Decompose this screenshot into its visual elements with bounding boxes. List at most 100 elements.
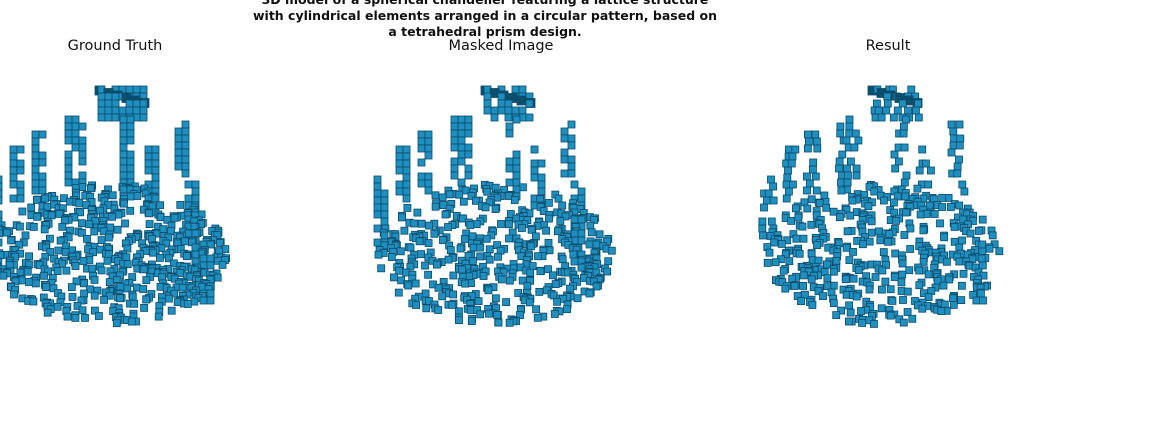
voxel-cube — [450, 136, 459, 145]
voxel-cube — [822, 203, 831, 212]
voxel-cube — [71, 115, 80, 124]
voxel-cube — [181, 127, 190, 136]
voxel-cube — [512, 171, 521, 180]
voxel-cube — [71, 136, 80, 145]
voxel-cube — [512, 157, 521, 166]
voxel-cube — [123, 284, 132, 293]
voxel-cube — [445, 190, 454, 199]
voxel-cube — [218, 260, 227, 269]
voxel-cube — [380, 231, 389, 240]
voxel-cube — [149, 248, 157, 257]
voxel-cube — [536, 267, 545, 276]
voxel-cube — [132, 106, 141, 115]
voxel-cube — [174, 141, 183, 150]
voxel-cube — [953, 162, 962, 171]
voxel-cube — [9, 152, 18, 161]
voxel-cube — [126, 206, 135, 215]
voxel-cube — [911, 106, 920, 115]
voxel-cube — [108, 191, 117, 200]
voxel-cube — [504, 192, 513, 200]
voxel-cube — [813, 241, 821, 250]
voxel-cube — [526, 268, 535, 277]
voxel-cube — [950, 222, 959, 231]
voxel-cube — [457, 136, 466, 145]
voxel-cube — [430, 229, 439, 238]
voxel-cube — [213, 256, 222, 265]
voxel-cube — [577, 194, 586, 203]
voxel-cube — [38, 151, 47, 160]
voxel-cube — [144, 145, 153, 154]
voxel-cube — [842, 243, 851, 252]
voxel-cube — [88, 264, 97, 273]
voxel-cube — [886, 311, 895, 320]
voxel-cube — [808, 301, 817, 309]
voxel-cube — [31, 172, 40, 181]
voxel-cube — [832, 256, 841, 265]
voxel-cube — [846, 211, 855, 220]
voxel-cube — [464, 171, 473, 180]
voxel-cube — [526, 242, 535, 251]
voxel-cube — [373, 175, 382, 184]
voxel-cube — [0, 271, 8, 280]
voxel-cube — [490, 113, 499, 122]
voxel-cube — [937, 307, 946, 316]
voxel-cube — [412, 301, 420, 309]
voxel-cube — [97, 106, 106, 115]
voxel-cube — [915, 281, 924, 290]
voxel-cube — [38, 158, 47, 167]
voxel-cube — [885, 230, 894, 239]
voxel-cube — [947, 120, 956, 129]
voxel-cube — [424, 144, 433, 153]
voxel-cube — [0, 229, 4, 238]
voxel-cube — [100, 295, 109, 304]
voxel-cube — [123, 244, 132, 253]
voxel-cube — [518, 106, 527, 115]
voxel-cube — [81, 313, 89, 322]
voxel-cube — [104, 99, 113, 108]
voxel-cube — [924, 180, 933, 189]
voxel-cube — [804, 130, 812, 139]
voxel-cube — [505, 164, 514, 173]
voxel-cube — [803, 186, 811, 195]
voxel-cube — [770, 238, 778, 247]
voxel-cube — [563, 305, 572, 314]
voxel-cube — [888, 296, 897, 305]
voxel-cube — [126, 115, 135, 124]
voxel-cube — [577, 215, 586, 224]
voxel-cube — [449, 290, 457, 299]
voxel-cube — [570, 215, 579, 224]
voxel-cube — [31, 186, 40, 195]
voxel-cube — [835, 164, 843, 173]
voxel-cube — [206, 296, 215, 305]
voxel-cube — [811, 172, 820, 181]
voxel-cube — [902, 171, 911, 180]
voxel-cube — [191, 194, 200, 203]
voxel-cube — [505, 157, 514, 166]
voxel-cube — [809, 158, 818, 167]
voxel-cube — [77, 296, 86, 305]
voxel-cube — [530, 145, 539, 154]
voxel-cube — [424, 179, 433, 188]
voxel-cube — [903, 308, 912, 316]
voxel-cube — [11, 252, 20, 261]
voxel-cube — [415, 237, 424, 246]
voxel-cube — [159, 225, 168, 234]
voxel-cube — [86, 285, 94, 294]
voxel-cube — [125, 85, 134, 94]
voxel-cube — [901, 192, 910, 201]
voxel-cube — [434, 283, 443, 292]
voxel-cube — [16, 145, 25, 154]
voxel-cube — [105, 291, 114, 300]
voxel-cube — [61, 247, 70, 256]
voxel-cube — [483, 106, 492, 115]
voxel-cube — [788, 152, 797, 161]
voxel-cube — [532, 305, 541, 314]
voxel-cube — [78, 136, 87, 145]
voxel-cube — [142, 276, 151, 285]
voxel-cube — [531, 232, 540, 241]
voxel-cube — [113, 225, 122, 234]
voxel-cube — [64, 122, 73, 131]
voxel-cube — [897, 278, 906, 287]
voxel-cube — [976, 289, 985, 298]
voxel-cube — [119, 143, 128, 152]
